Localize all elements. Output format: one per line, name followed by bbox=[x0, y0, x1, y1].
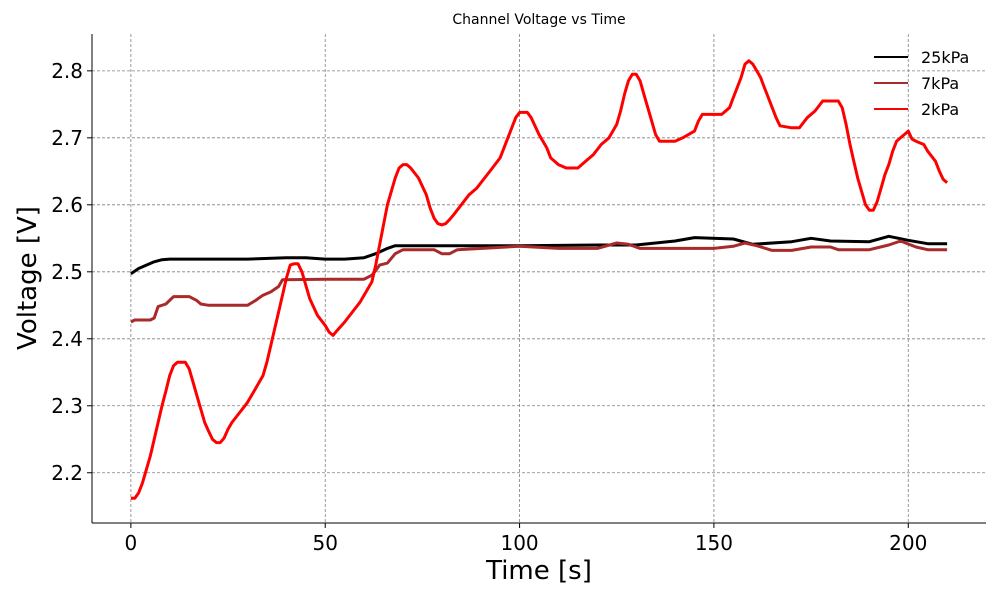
x-tick-label: 100 bbox=[500, 531, 538, 555]
y-tick-label: 2.4 bbox=[51, 327, 83, 351]
x-tick-label: 50 bbox=[312, 531, 337, 555]
series-line-7kPa bbox=[130, 239, 948, 324]
y-tick-label: 2.8 bbox=[51, 59, 83, 83]
legend-label: 7kPa bbox=[921, 74, 959, 93]
x-tick-label: 150 bbox=[695, 531, 733, 555]
y-tick-label: 2.6 bbox=[51, 193, 83, 217]
y-tick-label: 2.2 bbox=[51, 461, 83, 485]
y-tick-label: 2.5 bbox=[51, 260, 83, 284]
y-tick-label: 2.3 bbox=[51, 394, 83, 418]
x-axis-label: Time [s] bbox=[485, 556, 592, 586]
legend-label: 2kPa bbox=[921, 100, 959, 119]
series-line-25kPa bbox=[130, 234, 948, 276]
series-line-2kPa bbox=[130, 59, 949, 500]
legend-label: 25kPa bbox=[921, 48, 969, 67]
chart-title: Channel Voltage vs Time bbox=[452, 12, 625, 28]
y-axis-label: Voltage [V] bbox=[13, 206, 43, 350]
legend: 25kPa 7kPa 2kPa bbox=[874, 48, 969, 119]
x-tick-label: 0 bbox=[125, 531, 138, 555]
y-tick-label: 2.7 bbox=[51, 126, 83, 150]
x-tick-label: 200 bbox=[889, 531, 927, 555]
